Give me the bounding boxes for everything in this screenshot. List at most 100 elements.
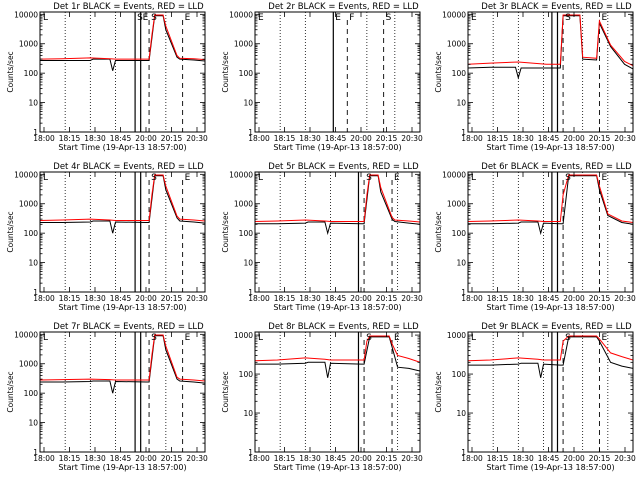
flag-label: E — [394, 173, 400, 183]
y-tick-label: 1 — [461, 288, 466, 297]
y-tick-label: 100 — [452, 229, 467, 238]
panel-title: Det 3r BLACK = Events, RED = LLD — [481, 2, 632, 12]
x-tick-label: 18:15 — [487, 134, 509, 143]
y-tick-label: 100 — [239, 229, 254, 238]
y-tick-label: 100 — [24, 69, 39, 78]
y-tick-label: 1 — [461, 128, 466, 137]
flag-label: E — [471, 13, 477, 23]
y-axis-label: Counts/sec — [221, 51, 230, 92]
series-line-events — [40, 175, 205, 234]
y-tick-label: 1 — [248, 128, 253, 137]
series-line-events — [40, 335, 205, 394]
y-tick-label: 1 — [33, 448, 38, 457]
flag-label: S — [151, 173, 157, 183]
flag-label: L — [43, 173, 48, 183]
x-tick-label: 20:15 — [376, 294, 398, 303]
x-tick-label: 18:15 — [59, 294, 81, 303]
panel-title: Det 9r BLACK = Events, RED = LLD — [481, 322, 632, 332]
x-tick-label: 18:45 — [325, 454, 347, 463]
x-axis-label: Start Time (19-Apr-13 18:57:00) — [486, 303, 614, 312]
x-tick-label: 18:45 — [110, 134, 132, 143]
y-tick-label: 10000 — [229, 170, 253, 179]
y-tick-label: 1 — [33, 288, 38, 297]
y-tick-label: 100 — [24, 229, 39, 238]
x-tick-label: 18:15 — [487, 454, 509, 463]
x-tick-label: 18:15 — [59, 134, 81, 143]
x-tick-label: 18:00 — [33, 134, 55, 143]
panel-title: Det 1r BLACK = Events, RED = LLD — [53, 2, 204, 12]
plot-frame — [254, 171, 421, 293]
x-tick-label: 18:00 — [33, 294, 55, 303]
plot-frame — [467, 331, 634, 453]
panel-det-7: Det 7r BLACK = Events, RED = LLD L S E 1 10 10… — [6, 322, 208, 472]
series-line-lld — [40, 334, 205, 382]
y-axis-label: Counts/sec — [434, 51, 443, 92]
y-tick-label: 1 — [248, 288, 253, 297]
plot-frame — [39, 331, 206, 453]
series-line-lld — [255, 335, 420, 363]
x-tick-label: 20:30 — [401, 454, 423, 463]
y-tick-label: 1 — [33, 128, 38, 137]
x-tick-label: 18:15 — [274, 454, 296, 463]
x-tick-label: 20:15 — [161, 134, 183, 143]
x-tick-label: 20:30 — [401, 294, 423, 303]
series-line-lld — [468, 174, 633, 223]
x-tick-label: 18:45 — [538, 134, 560, 143]
x-axis-label: Start Time (19-Apr-13 18:57:00) — [58, 303, 186, 312]
flag-label: S — [565, 173, 571, 183]
flag-label: E — [335, 13, 341, 23]
flag-label: E — [601, 173, 607, 183]
x-tick-label: 18:00 — [248, 454, 270, 463]
series-line-lld — [40, 174, 205, 222]
y-axis-label: Counts/sec — [221, 211, 230, 252]
y-axis-label: Counts/sec — [6, 51, 15, 92]
x-tick-label: 18:00 — [248, 134, 270, 143]
series-line-events — [255, 336, 420, 378]
x-tick-label: 20:00 — [563, 454, 585, 463]
flag-label: L — [43, 13, 48, 23]
x-tick-label: 20:00 — [350, 454, 372, 463]
series-line-events — [255, 175, 420, 236]
y-tick-label: 1000 — [234, 331, 253, 340]
plot-frame — [254, 331, 421, 453]
y-axis-label: Counts/sec — [434, 211, 443, 252]
x-tick-label: 20:15 — [376, 134, 398, 143]
x-axis-label: Start Time (19-Apr-13 18:57:00) — [58, 463, 186, 472]
plot-frame — [39, 11, 206, 133]
flag-label: S — [151, 13, 157, 23]
x-axis-label: Start Time (19-Apr-13 18:57:00) — [273, 143, 401, 152]
flag-label: F — [349, 13, 354, 23]
flag-label: L — [43, 333, 48, 343]
x-tick-label: 18:30 — [299, 134, 321, 143]
panel-det-4: Det 4r BLACK = Events, RED = LLD L S E 1 10 10… — [6, 162, 208, 312]
x-tick-label: 20:30 — [186, 294, 208, 303]
flag-label: E — [143, 13, 149, 23]
y-tick-label: 10 — [243, 99, 253, 108]
plot-frame — [39, 171, 206, 293]
x-tick-label: 20:30 — [614, 134, 636, 143]
x-axis-label: Start Time (19-Apr-13 18:57:00) — [486, 463, 614, 472]
panel-title: Det 2r BLACK = Events, RED = LLD — [268, 2, 419, 12]
flag-label: S — [137, 13, 143, 23]
x-tick-label: 18:15 — [487, 294, 509, 303]
y-tick-label: 10 — [28, 259, 38, 268]
y-tick-label: 1000 — [234, 40, 253, 49]
flag-label: E — [601, 13, 607, 23]
x-tick-label: 20:30 — [186, 454, 208, 463]
x-tick-label: 18:45 — [110, 294, 132, 303]
x-tick-label: 20:15 — [376, 454, 398, 463]
flag-label: S — [366, 333, 372, 343]
y-tick-label: 1000 — [234, 200, 253, 209]
y-tick-label: 10 — [243, 409, 253, 418]
y-tick-label: 10000 — [229, 10, 253, 19]
flag-label: E — [185, 333, 191, 343]
x-tick-label: 20:00 — [135, 454, 157, 463]
flag-label: L — [258, 333, 263, 343]
flag-label: E — [601, 333, 607, 343]
